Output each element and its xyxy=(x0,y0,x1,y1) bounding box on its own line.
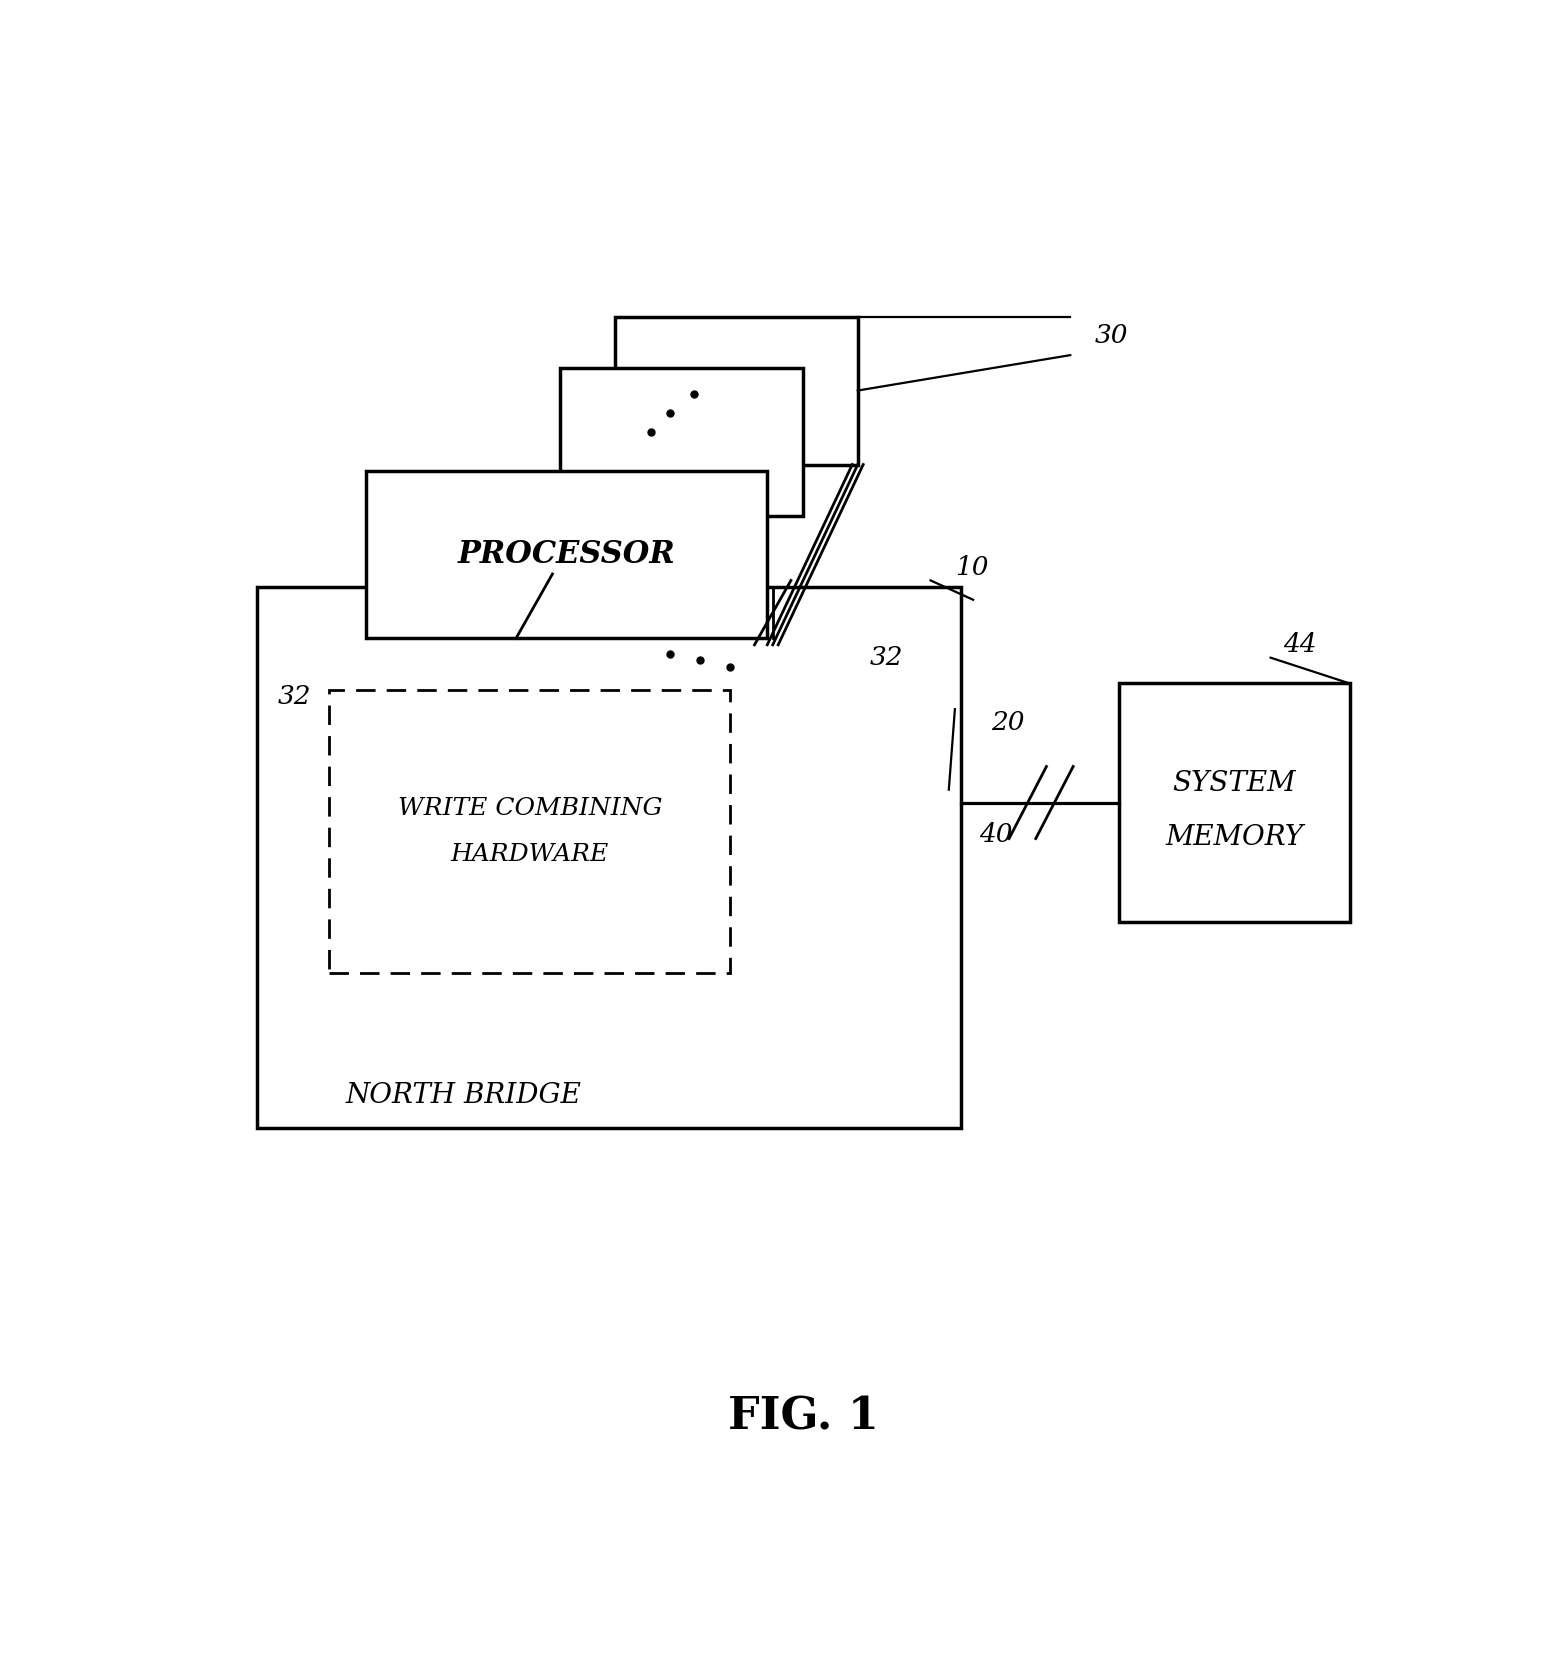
Bar xyxy=(561,368,804,517)
Text: PROCESSOR: PROCESSOR xyxy=(458,538,675,570)
Text: MEMORY: MEMORY xyxy=(1166,824,1304,851)
Text: 20: 20 xyxy=(992,709,1025,734)
Text: 30: 30 xyxy=(1095,323,1128,348)
Bar xyxy=(329,691,730,973)
Bar xyxy=(367,472,766,639)
Text: 40: 40 xyxy=(979,821,1012,846)
Bar xyxy=(257,587,961,1127)
Text: 44: 44 xyxy=(1283,632,1316,657)
Text: 32: 32 xyxy=(870,645,904,670)
Text: 32: 32 xyxy=(277,684,312,709)
Text: 10: 10 xyxy=(954,555,989,580)
Bar xyxy=(1119,684,1349,921)
Text: SYSTEM: SYSTEM xyxy=(1172,771,1296,798)
Text: NORTH BRIDGE: NORTH BRIDGE xyxy=(345,1082,581,1109)
Bar xyxy=(614,316,857,465)
Text: WRITE COMBINING: WRITE COMBINING xyxy=(398,798,663,819)
Text: FIG. 1: FIG. 1 xyxy=(727,1396,879,1440)
Text: HARDWARE: HARDWARE xyxy=(451,843,610,866)
